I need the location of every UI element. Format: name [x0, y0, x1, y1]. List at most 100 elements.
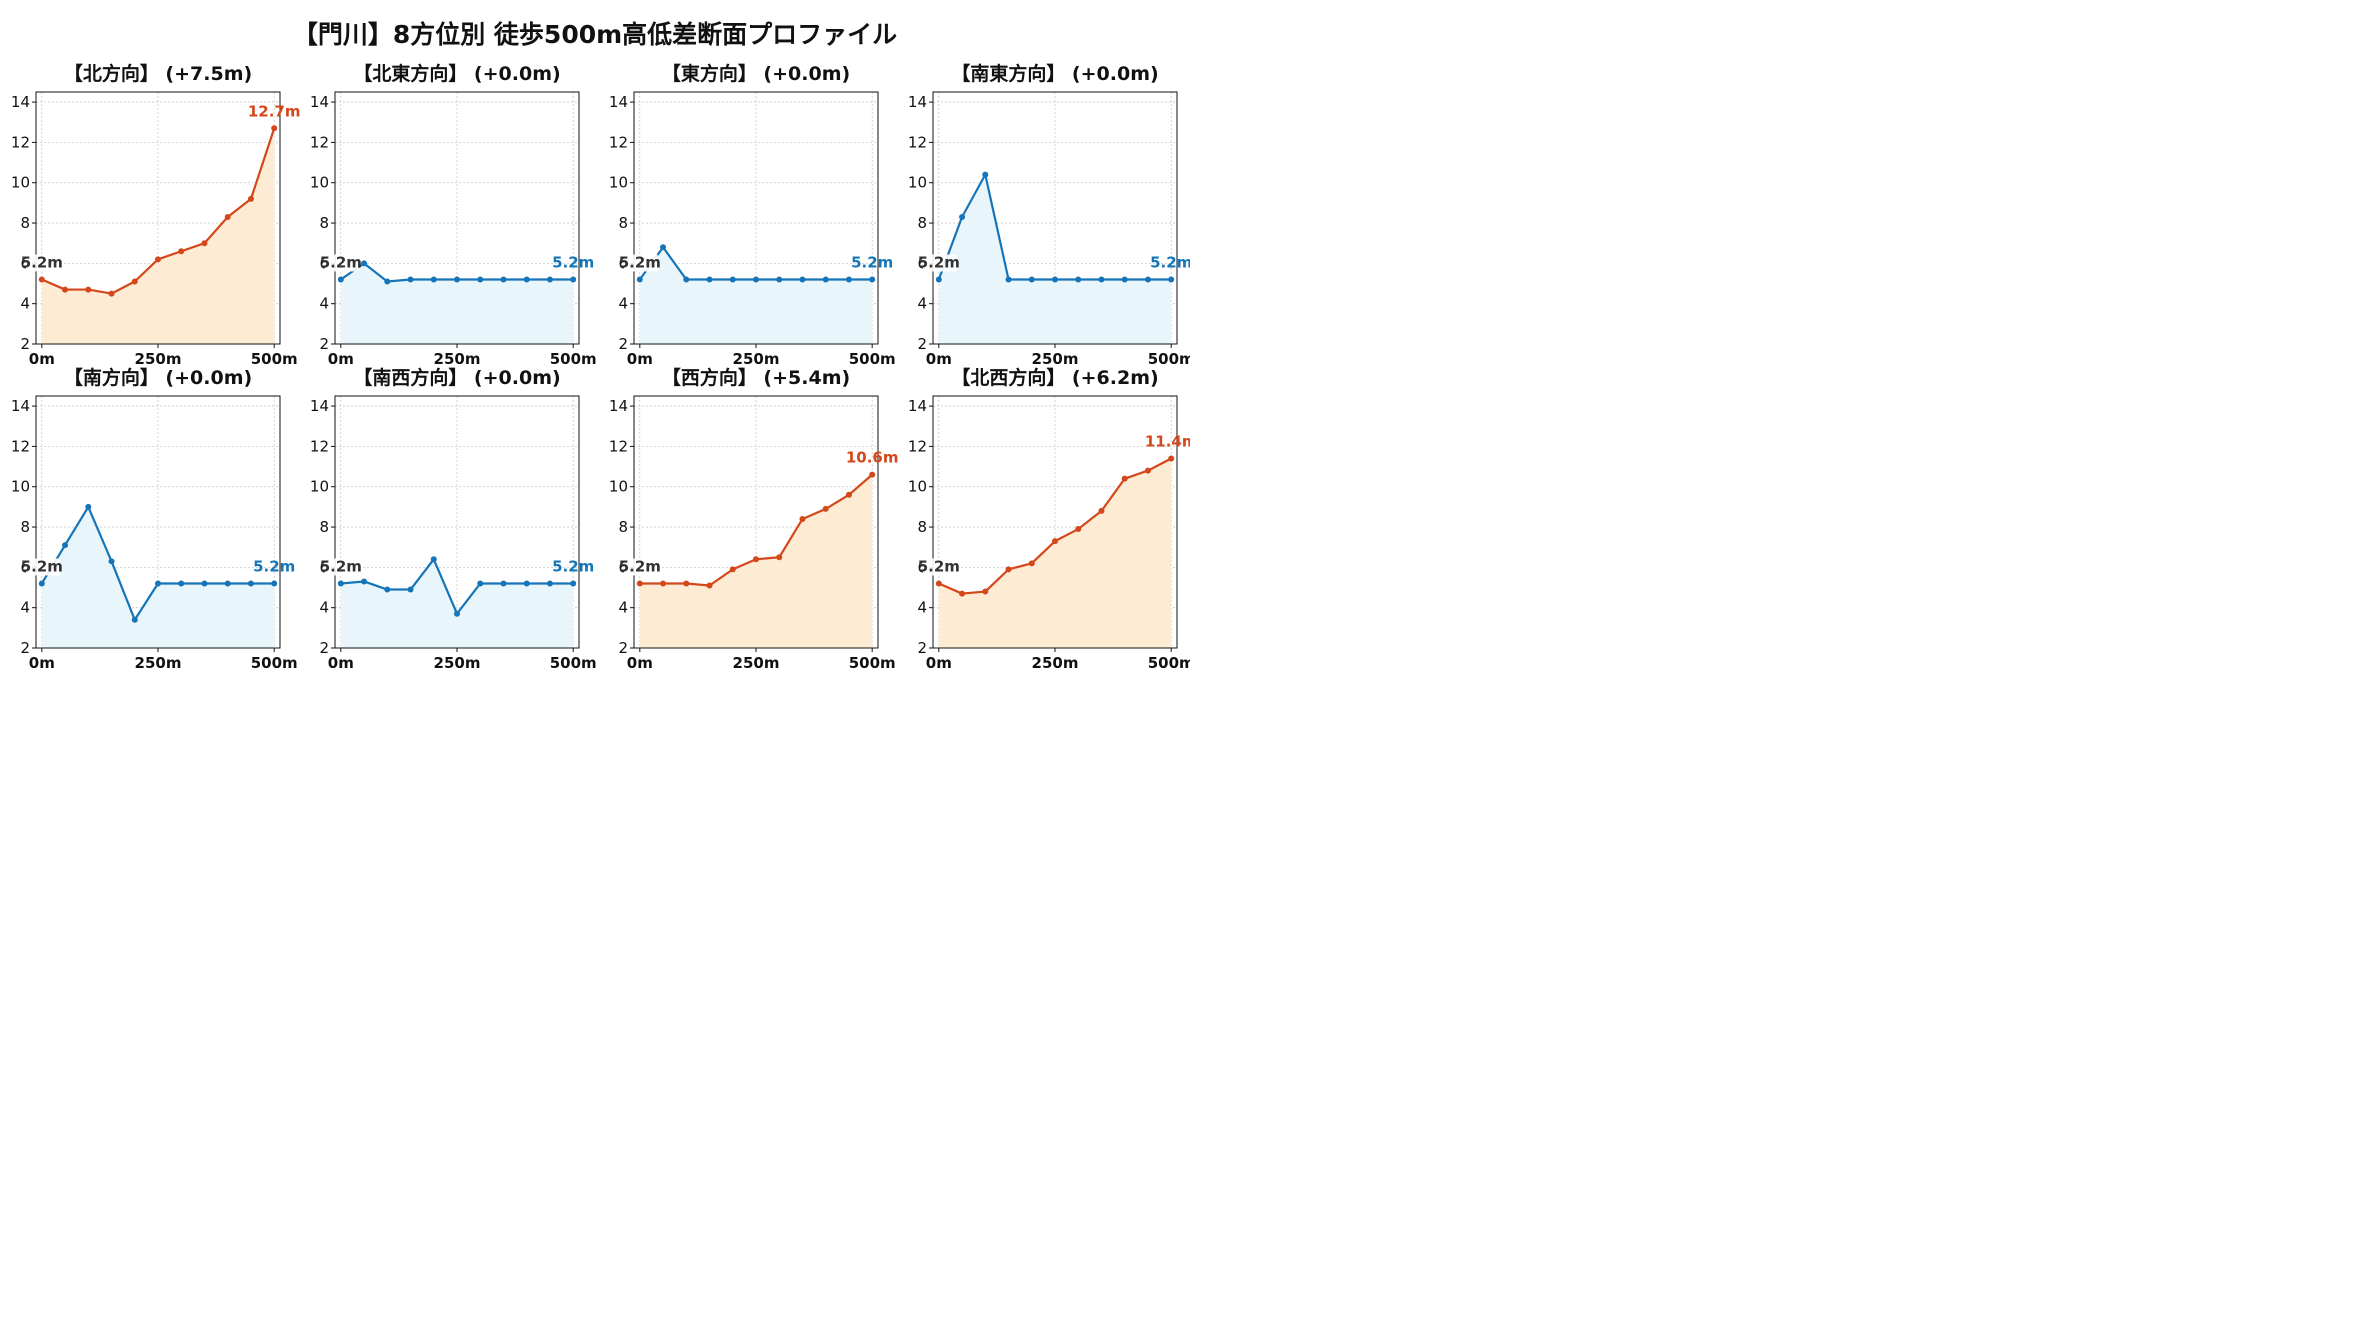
y-tick-label: 14: [609, 93, 628, 111]
end-elevation-label: 10.6m: [846, 449, 899, 467]
data-point: [271, 580, 278, 587]
data-point: [982, 588, 989, 595]
end-elevation-label: 5.2m: [552, 253, 594, 271]
data-point: [224, 213, 231, 220]
y-tick-label: 12: [908, 437, 927, 455]
y-tick-label: 10: [908, 174, 927, 192]
data-point: [546, 580, 553, 587]
data-point: [337, 580, 344, 587]
y-tick-label: 10: [310, 174, 329, 192]
data-point: [131, 278, 138, 285]
data-point: [959, 590, 966, 597]
x-tick-label: 500m: [1148, 350, 1190, 368]
y-tick-label: 12: [310, 133, 329, 151]
y-tick-label: 12: [609, 437, 628, 455]
data-point: [62, 286, 69, 293]
data-point: [1005, 276, 1012, 283]
x-tick-label: 500m: [550, 654, 597, 670]
area-fill: [41, 506, 275, 648]
data-point: [1075, 526, 1082, 533]
start-label-box: [922, 254, 957, 272]
x-tick-label: 250m: [434, 654, 481, 670]
y-tick-label: 14: [908, 397, 927, 415]
panel-title: 【北方向】 (+7.5m): [64, 62, 252, 85]
y-tick-label: 6: [319, 254, 329, 272]
data-point: [799, 276, 806, 283]
y-tick-label: 6: [319, 558, 329, 576]
area-fill: [340, 263, 574, 344]
data-point: [1144, 467, 1151, 474]
y-tick-label: 12: [609, 133, 628, 151]
data-point: [85, 503, 92, 510]
y-tick-label: 6: [20, 558, 30, 576]
panel-title: 【南方向】 (+0.0m): [64, 366, 252, 389]
y-tick-label: 10: [11, 174, 30, 192]
data-point: [178, 248, 185, 255]
start-elevation-label: 5.2m: [619, 253, 661, 271]
data-point: [271, 125, 278, 132]
chart-panel: 【北西方向】 (+6.2m) 2 4 6 8 10 12 14 0m 250m 500m 5.2m 11…: [908, 366, 1190, 670]
data-point: [384, 278, 391, 285]
y-tick-label: 4: [319, 599, 329, 617]
start-elevation-label: 5.2m: [918, 557, 960, 575]
data-point: [799, 515, 806, 522]
data-point: [1121, 276, 1128, 283]
y-tick-label: 4: [917, 295, 927, 313]
data-point: [570, 276, 577, 283]
data-point: [108, 290, 115, 297]
data-point: [776, 554, 783, 561]
y-tick-label: 8: [319, 214, 329, 232]
y-tick-label: 14: [11, 93, 30, 111]
chart-panel: 【南東方向】 (+0.0m) 2 4 6 8 10 12 14 0m 250m 500m 5.2m 5.…: [908, 62, 1190, 368]
y-tick-label: 2: [319, 639, 329, 657]
data-point: [706, 582, 713, 589]
y-tick-label: 4: [917, 599, 927, 617]
end-elevation-label: 5.2m: [552, 557, 594, 575]
chart-panel: 【西方向】 (+5.4m) 2 4 6 8 10 12 14 0m 250m 500m 5.2m 10.…: [609, 366, 899, 670]
area-fill: [639, 247, 873, 344]
data-point: [660, 580, 667, 587]
panel-title: 【北東方向】 (+0.0m): [353, 62, 560, 85]
panel-title: 【西方向】 (+5.4m): [662, 366, 850, 389]
end-elevation-label: 11.4m: [1145, 432, 1190, 450]
data-point: [729, 566, 736, 573]
start-label-box: [25, 558, 60, 576]
data-point: [1005, 566, 1012, 573]
x-tick-label: 0m: [926, 654, 952, 670]
data-point: [753, 276, 759, 283]
x-tick-label: 0m: [328, 350, 354, 368]
end-elevation-label: 5.2m: [851, 253, 893, 271]
y-tick-label: 12: [908, 133, 927, 151]
chart-panel: 【南西方向】 (+0.0m) 2 4 6 8 10 12 14 0m 250m 500m 5.2m 5.…: [310, 366, 597, 670]
data-point: [935, 580, 942, 587]
data-point: [1075, 276, 1082, 283]
data-point: [683, 276, 690, 283]
y-tick-label: 10: [310, 478, 329, 496]
y-tick-label: 2: [618, 335, 628, 353]
data-point: [407, 586, 414, 593]
y-tick-label: 8: [20, 214, 30, 232]
x-tick-label: 0m: [627, 654, 653, 670]
y-tick-label: 14: [609, 397, 628, 415]
data-point: [776, 276, 783, 283]
end-elevation-label: 12.7m: [248, 102, 301, 120]
chart-panel: 【南方向】 (+0.0m) 2 4 6 8 10 12 14 0m 250m 500m 5.2m 5.2…: [11, 366, 298, 670]
x-tick-label: 500m: [849, 350, 896, 368]
area-fill: [938, 458, 1172, 648]
x-tick-label: 250m: [135, 350, 182, 368]
data-point: [62, 542, 69, 549]
data-point: [361, 578, 368, 585]
data-point: [477, 276, 484, 283]
x-tick-label: 250m: [1032, 654, 1079, 670]
panel-title: 【北西方向】 (+6.2m): [951, 366, 1158, 389]
data-point: [1052, 538, 1058, 545]
start-label-box: [324, 254, 359, 272]
data-point: [1168, 455, 1175, 462]
x-tick-label: 250m: [1032, 350, 1079, 368]
start-elevation-label: 5.2m: [918, 253, 960, 271]
data-point: [500, 580, 507, 587]
start-label-box: [324, 558, 359, 576]
x-tick-label: 250m: [733, 654, 780, 670]
data-point: [454, 610, 460, 617]
chart-panel: 【北東方向】 (+0.0m) 2 4 6 8 10 12 14 0m 250m 500m 5.2m 5.…: [310, 62, 597, 368]
